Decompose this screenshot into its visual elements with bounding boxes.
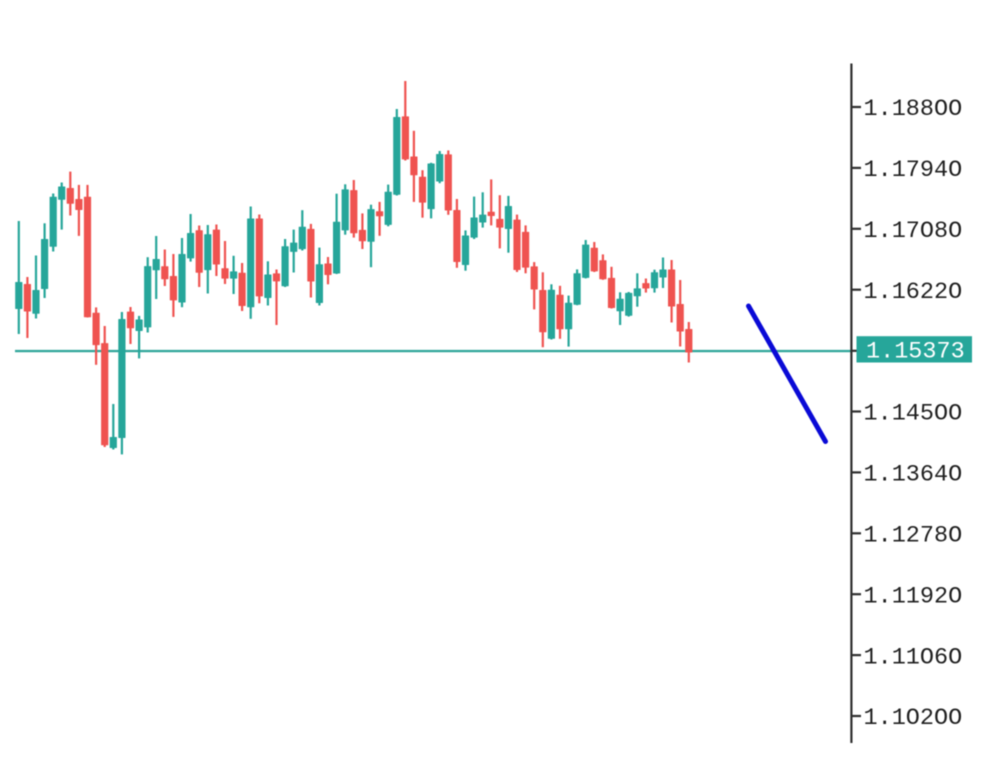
svg-text:1.1794O: 1.1794O (864, 157, 963, 184)
svg-text:1.145OO: 1.145OO (864, 401, 963, 428)
svg-text:1.1O2OO: 1.1O2OO (864, 705, 963, 732)
svg-text:1.1278O: 1.1278O (864, 523, 963, 550)
svg-text:1.11O6O: 1.11O6O (864, 644, 963, 671)
svg-text:1.17O8O: 1.17O8O (864, 218, 963, 245)
svg-text:1.1364O: 1.1364O (864, 462, 963, 489)
svg-text:1.1622O: 1.1622O (864, 279, 963, 306)
svg-text:1.188OO: 1.188OO (864, 96, 963, 123)
svg-text:1.1192O: 1.1192O (864, 583, 963, 610)
svg-text:1.15373: 1.15373 (866, 339, 965, 366)
